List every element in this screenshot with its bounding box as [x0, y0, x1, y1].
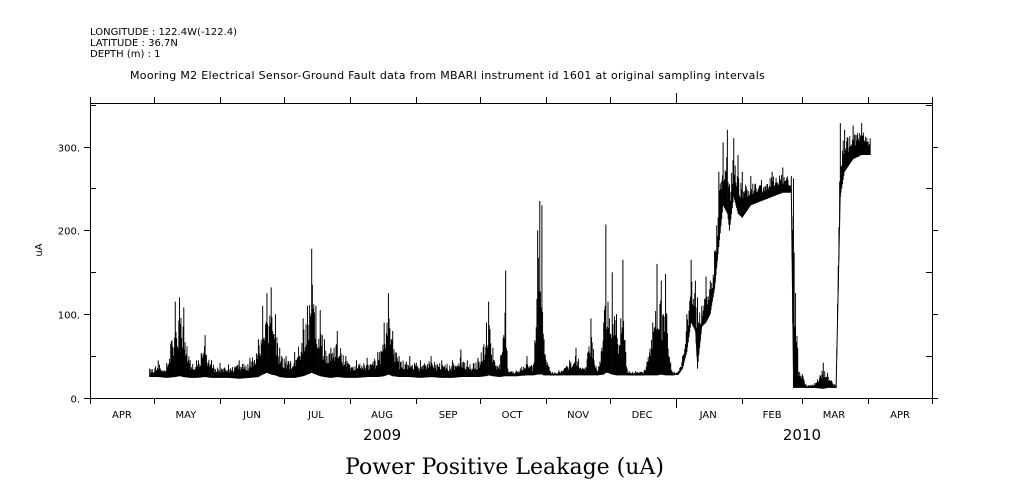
month-label-jun: JUN — [242, 410, 261, 421]
y-axis-title: uA — [34, 243, 45, 256]
month-label-feb: FEB — [763, 410, 782, 421]
year-label: 2009 — [363, 426, 401, 444]
month-label-jan: JAN — [699, 410, 717, 421]
month-label-apr: APR — [112, 410, 132, 421]
y-tick-label: 200. — [58, 227, 80, 238]
month-label-jul: JUL — [307, 410, 324, 421]
month-label-sep: SEP — [439, 410, 458, 421]
month-label-apr: APR — [890, 410, 910, 421]
month-label-mar: MAR — [823, 410, 845, 421]
y-tick-label: 300. — [58, 144, 80, 155]
month-label-dec: DEC — [632, 410, 653, 421]
chart-title: Mooring M2 Electrical Sensor-Ground Faul… — [130, 69, 766, 82]
longitude-label: LONGITUDE : 122.4W(-122.4) — [90, 27, 237, 38]
x-axis-title: Power Positive Leakage (uA) — [345, 455, 664, 480]
month-label-oct: OCT — [502, 410, 524, 421]
depth-label: DEPTH (m) : 1 — [90, 49, 161, 60]
data-trace — [149, 132, 870, 389]
month-label-nov: NOV — [567, 410, 589, 421]
data-series — [149, 123, 871, 389]
plot-frame — [90, 103, 933, 399]
month-label-may: MAY — [176, 410, 198, 421]
year-label: 2010 — [783, 426, 821, 444]
data-baseline — [149, 151, 871, 389]
month-label-aug: AUG — [371, 410, 393, 421]
y-tick-label: 0. — [70, 395, 80, 406]
y-tick-label: 100. — [58, 311, 80, 322]
latitude-label: LATITUDE : 36.7N — [90, 38, 178, 49]
